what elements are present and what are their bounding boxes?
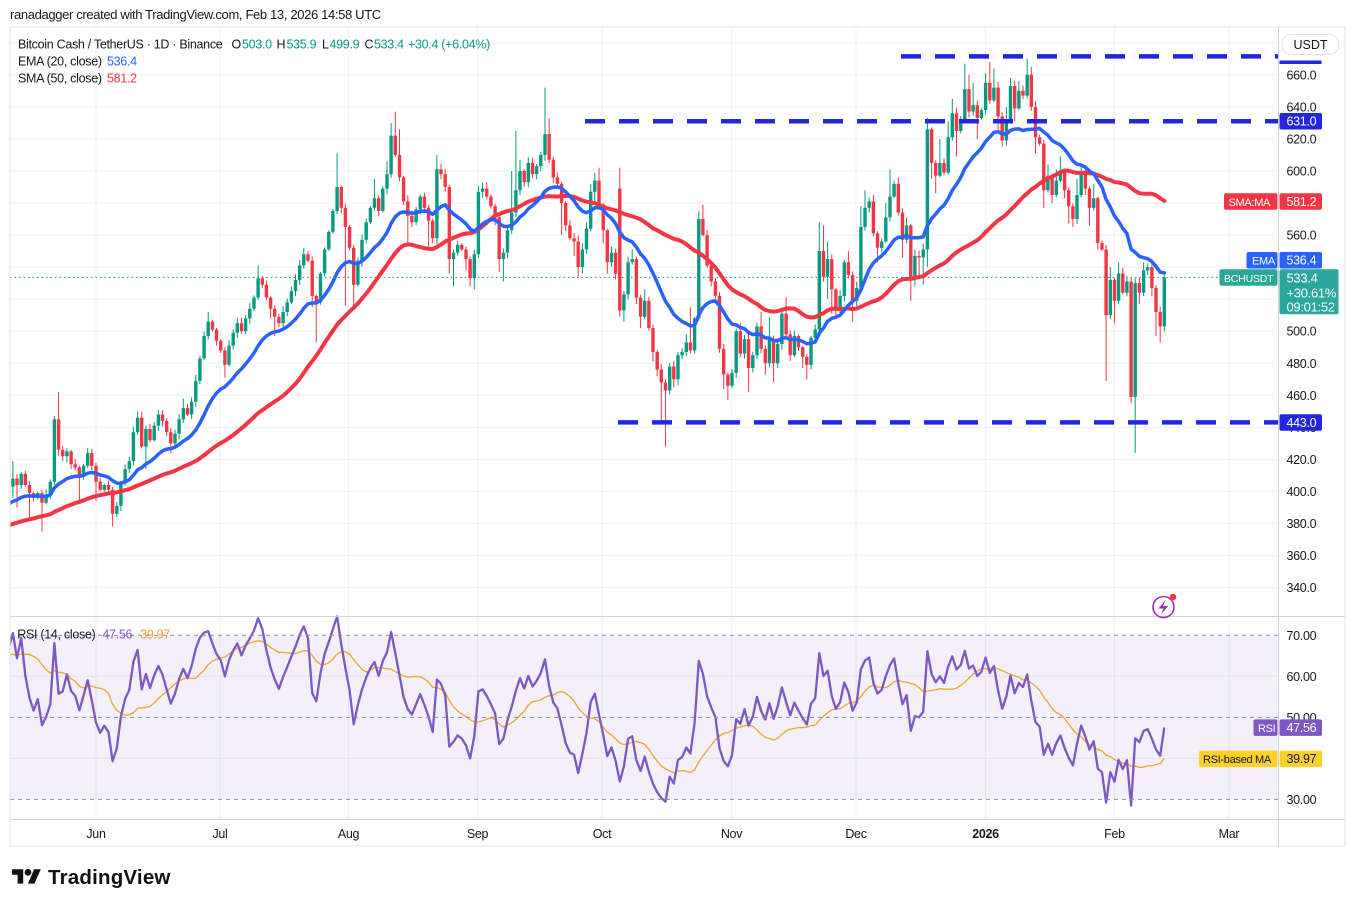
svg-text:70.00: 70.00 [1287, 629, 1317, 643]
svg-text:581.2: 581.2 [1287, 195, 1317, 209]
svg-text:47.56: 47.56 [102, 628, 132, 642]
svg-text:460.0: 460.0 [1287, 389, 1317, 403]
svg-text:480.0: 480.0 [1287, 357, 1317, 371]
svg-text:535.9: 535.9 [287, 38, 317, 52]
svg-text:631.0: 631.0 [1287, 115, 1317, 129]
svg-text:47.56: 47.56 [1287, 721, 1317, 735]
svg-text:BCHUSDT: BCHUSDT [1224, 273, 1274, 285]
svg-text:Dec: Dec [845, 827, 866, 841]
svg-text:RSI (14, close): RSI (14, close) [17, 628, 95, 642]
svg-text:Bitcoin Cash / TetherUS · 1D ·: Bitcoin Cash / TetherUS · 1D · Binance [18, 38, 223, 52]
svg-text:60.00: 60.00 [1287, 670, 1317, 684]
svg-text:09:01:52: 09:01:52 [1287, 300, 1335, 315]
svg-text:536.4: 536.4 [107, 55, 137, 69]
svg-text:360.0: 360.0 [1287, 549, 1317, 563]
svg-text:2026: 2026 [972, 827, 999, 841]
svg-text:SMA:MA: SMA:MA [1229, 197, 1272, 209]
svg-text:340.0: 340.0 [1287, 581, 1317, 595]
svg-text:560.0: 560.0 [1287, 229, 1317, 243]
svg-text:C: C [365, 38, 374, 52]
svg-text:600.0: 600.0 [1287, 165, 1317, 179]
svg-text:Mar: Mar [1219, 827, 1240, 841]
svg-text:Oct: Oct [593, 827, 612, 841]
svg-text:TradingView: TradingView [48, 866, 171, 889]
svg-text:533.4: 533.4 [1287, 271, 1318, 286]
svg-text:400.0: 400.0 [1287, 485, 1317, 499]
svg-text:RSI: RSI [1258, 723, 1276, 735]
svg-text:39.97: 39.97 [140, 628, 170, 642]
svg-text:H: H [277, 38, 286, 52]
svg-text:533.4: 533.4 [374, 38, 404, 52]
svg-text:Feb: Feb [1104, 827, 1125, 841]
svg-text:Sep: Sep [467, 827, 489, 841]
svg-text:500.0: 500.0 [1287, 325, 1317, 339]
svg-text:USDT: USDT [1294, 38, 1328, 52]
svg-text:503.0: 503.0 [242, 38, 272, 52]
svg-text:499.9: 499.9 [330, 38, 360, 52]
svg-text:EMA: EMA [1252, 256, 1276, 268]
svg-text:443.0: 443.0 [1287, 416, 1317, 430]
svg-text:420.0: 420.0 [1287, 453, 1317, 467]
svg-text:Aug: Aug [338, 827, 360, 841]
svg-text:Jun: Jun [86, 827, 106, 841]
svg-text:581.2: 581.2 [107, 72, 137, 86]
svg-text:Jul: Jul [212, 827, 227, 841]
svg-text:536.4: 536.4 [1287, 254, 1317, 268]
svg-text:RSI-based MA: RSI-based MA [1203, 754, 1272, 766]
svg-text:L: L [322, 38, 329, 52]
svg-text:EMA (20, close): EMA (20, close) [18, 55, 102, 69]
svg-text:660.0: 660.0 [1287, 68, 1317, 82]
svg-text:620.0: 620.0 [1287, 132, 1317, 146]
svg-text:+30.61%: +30.61% [1287, 286, 1337, 301]
svg-text:380.0: 380.0 [1287, 517, 1317, 531]
svg-text:39.97: 39.97 [1287, 752, 1317, 766]
svg-text:+30.4 (+6.04%): +30.4 (+6.04%) [408, 38, 490, 52]
svg-text:Nov: Nov [721, 827, 743, 841]
svg-text:O: O [232, 38, 242, 52]
svg-text:30.00: 30.00 [1287, 793, 1317, 807]
svg-text:SMA (50, close): SMA (50, close) [18, 72, 102, 86]
svg-text:ranadagger created with Tradin: ranadagger created with TradingView.com,… [10, 7, 381, 22]
svg-text:640.0: 640.0 [1287, 100, 1317, 114]
